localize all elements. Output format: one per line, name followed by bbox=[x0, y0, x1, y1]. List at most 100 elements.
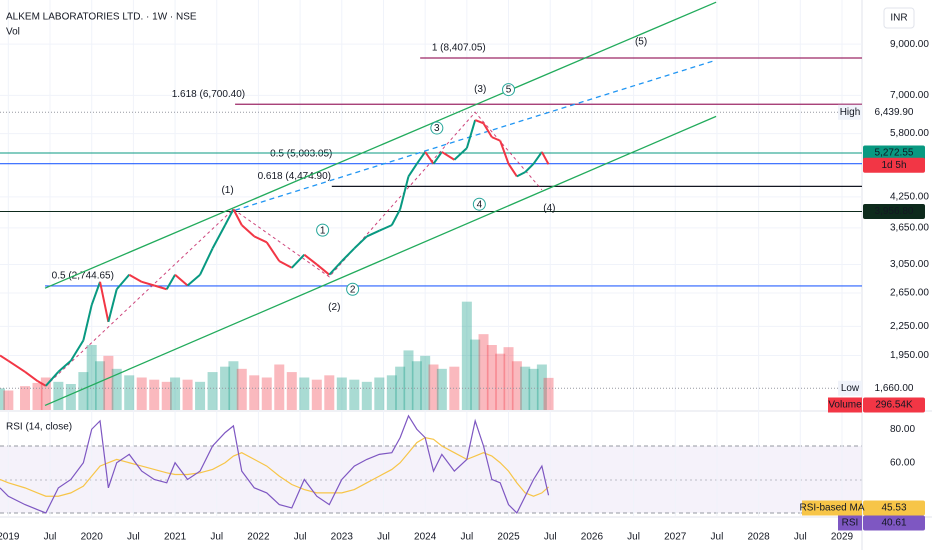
volume-bar bbox=[324, 375, 335, 410]
volume-bar bbox=[40, 377, 51, 410]
currency[interactable]: INR bbox=[890, 13, 907, 24]
price-segment bbox=[366, 229, 380, 238]
axis-tag bbox=[863, 104, 925, 120]
volume-bar bbox=[3, 390, 14, 410]
volume-bar bbox=[228, 361, 239, 410]
x-tick-label: Jul bbox=[711, 532, 724, 543]
y-tick-label: 2,650.00 bbox=[890, 288, 929, 299]
volume-bar bbox=[478, 334, 489, 410]
volume-bar bbox=[195, 381, 206, 410]
axis-tag-label: 296.54K bbox=[875, 400, 913, 411]
volume-bar bbox=[274, 364, 285, 410]
price-segment bbox=[24, 370, 39, 382]
price-segment bbox=[128, 273, 143, 283]
axis-name-tag bbox=[838, 515, 862, 531]
x-tick-label: Jul bbox=[460, 532, 473, 543]
volume-bar bbox=[20, 386, 31, 410]
axis-tag bbox=[863, 380, 925, 396]
volume-bar bbox=[511, 361, 522, 410]
price-segment bbox=[186, 273, 201, 287]
price-segment bbox=[70, 339, 85, 362]
fib-label: 1 (8,407.05) bbox=[432, 43, 486, 54]
volume-bar bbox=[170, 377, 181, 410]
price-segment bbox=[37, 380, 47, 387]
wave-path bbox=[45, 111, 543, 387]
axis-tag-label: 5,272.55 bbox=[875, 148, 914, 159]
price-segment bbox=[540, 151, 550, 165]
price-segment bbox=[99, 281, 110, 323]
axis-tag-label: 3,956.80 bbox=[875, 206, 914, 217]
volume-bar bbox=[261, 377, 272, 410]
rsi-title: RSI (14, close) bbox=[6, 422, 72, 433]
volume-bar bbox=[403, 350, 414, 410]
volume-bar bbox=[136, 377, 147, 410]
volume-bar bbox=[249, 375, 260, 410]
volume-bar bbox=[386, 375, 397, 410]
axis-tag bbox=[863, 145, 925, 161]
volume-bar bbox=[420, 355, 431, 410]
axis-name-tag bbox=[802, 500, 862, 516]
sub-wave-label: 1 bbox=[320, 225, 326, 236]
axis-tag bbox=[863, 157, 925, 173]
price-segment bbox=[432, 151, 443, 165]
volume-bar bbox=[111, 368, 122, 410]
volume-bar bbox=[299, 377, 310, 410]
volume-bar bbox=[411, 361, 422, 410]
volume-bar bbox=[528, 368, 539, 410]
price-segment bbox=[499, 140, 510, 165]
channel-line bbox=[44, 1, 717, 289]
wave-label: (5) bbox=[635, 36, 647, 47]
price-segment bbox=[424, 151, 435, 165]
currency-box[interactable] bbox=[883, 7, 915, 29]
price-segment bbox=[507, 163, 518, 177]
price-segment bbox=[407, 163, 418, 177]
price-segment bbox=[232, 208, 243, 226]
axis-name-label: Volume bbox=[828, 400, 862, 411]
fib-label: 0.618 (4,474.90) bbox=[258, 171, 331, 182]
axis-name-tag bbox=[838, 380, 862, 396]
axis-name-label: High bbox=[840, 107, 861, 118]
fib-label: 0.5 (5,003.05) bbox=[270, 148, 332, 159]
axis-tag bbox=[863, 515, 925, 531]
volume-bar bbox=[95, 361, 106, 410]
volume-bar bbox=[53, 381, 64, 410]
x-tick-label: 2028 bbox=[748, 532, 771, 543]
x-tick-label: Jul bbox=[544, 532, 557, 543]
wave-label: (2) bbox=[328, 302, 340, 313]
price-segment bbox=[165, 274, 176, 290]
x-tick-label: 2024 bbox=[414, 532, 437, 543]
axis-name-label: RSI bbox=[842, 518, 859, 529]
price-segment bbox=[399, 176, 410, 210]
price-segment bbox=[45, 371, 60, 387]
x-tick-label: Jul bbox=[44, 532, 57, 543]
volume-bar bbox=[428, 364, 439, 410]
volume-bar bbox=[207, 372, 218, 410]
x-tick-label: Jul bbox=[210, 532, 223, 543]
volume-bar bbox=[161, 381, 172, 410]
price-segment bbox=[82, 304, 93, 341]
volume-bar bbox=[65, 384, 76, 410]
price-segment bbox=[278, 260, 293, 269]
volume-bar bbox=[124, 375, 135, 410]
x-tick-label: 2026 bbox=[581, 532, 604, 543]
price-segment bbox=[524, 163, 535, 173]
x-tick-label: 2023 bbox=[331, 532, 354, 543]
axis-tag-label: 1,660.00 bbox=[875, 383, 914, 394]
volume-bar bbox=[374, 377, 385, 410]
channel-line bbox=[234, 59, 717, 211]
axis-tag bbox=[863, 203, 925, 219]
volume-bar bbox=[486, 345, 497, 410]
volume-bar bbox=[536, 364, 547, 410]
axis-tag-label: 45.53 bbox=[881, 503, 906, 514]
price-segment bbox=[241, 224, 255, 238]
y-tick-label: 9,000.00 bbox=[890, 39, 929, 50]
price-segment bbox=[491, 136, 501, 142]
price-segment bbox=[291, 253, 306, 269]
axis-tag bbox=[863, 397, 925, 413]
volume-bar bbox=[461, 301, 472, 410]
volume-title: Vol bbox=[6, 27, 20, 38]
volume-bar bbox=[495, 353, 506, 410]
price-segment bbox=[416, 151, 426, 165]
x-tick-label: 2019 bbox=[0, 532, 20, 543]
x-tick-label: Jul bbox=[377, 532, 390, 543]
